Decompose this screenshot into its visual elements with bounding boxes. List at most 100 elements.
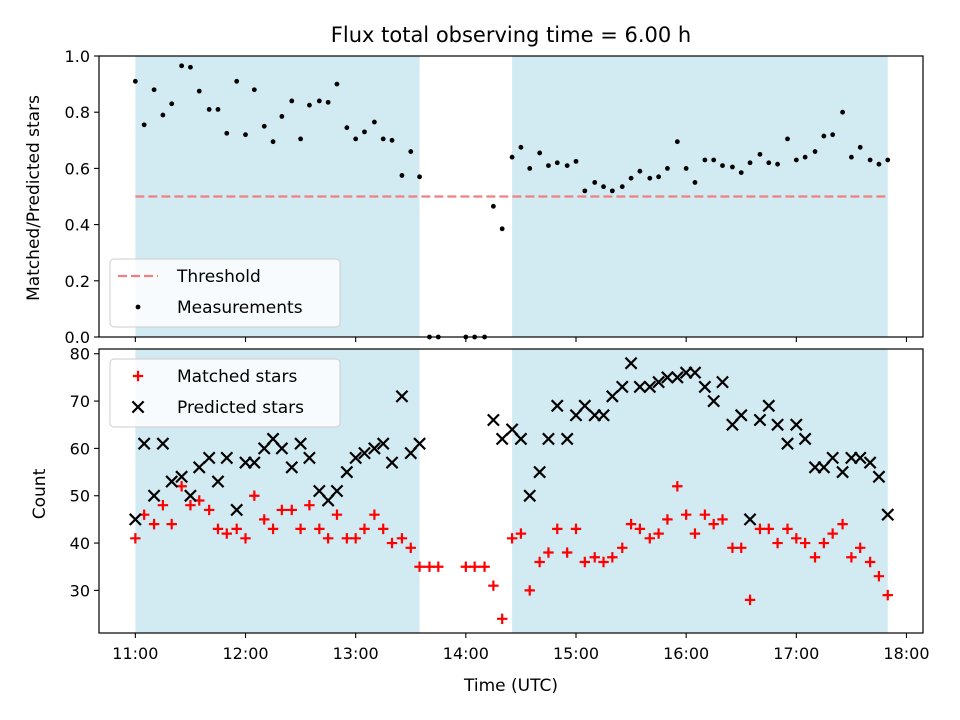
data-point — [203, 504, 215, 516]
data-point — [188, 64, 193, 70]
data-point — [734, 408, 748, 422]
data-point — [413, 437, 426, 451]
legend-entry: Measurements — [177, 298, 303, 318]
data-point — [488, 580, 499, 591]
data-point — [821, 133, 827, 139]
data-point — [633, 380, 647, 394]
data-point — [192, 460, 206, 474]
x-tick-label: 12:00 — [222, 644, 268, 663]
data-point — [652, 375, 665, 389]
data-point — [496, 613, 508, 624]
data-point — [231, 523, 242, 535]
y-tick-label: 1.0 — [65, 47, 90, 66]
data-point — [809, 552, 821, 563]
data-point — [523, 489, 537, 503]
data-point — [408, 149, 414, 154]
data-point — [279, 114, 285, 119]
data-point — [132, 78, 138, 84]
data-point — [537, 150, 543, 156]
data-point — [289, 98, 295, 104]
data-point — [579, 556, 591, 568]
data-point — [202, 451, 216, 465]
data-point — [836, 465, 849, 479]
data-point — [564, 163, 570, 168]
data-point — [368, 442, 381, 455]
data-point — [506, 533, 518, 544]
legend-swatch — [131, 400, 145, 414]
data-point — [240, 533, 251, 544]
data-point — [624, 356, 638, 370]
data-point — [688, 366, 702, 380]
data-point — [533, 465, 547, 479]
data-point — [818, 537, 830, 549]
data-point — [184, 489, 197, 503]
data-point — [634, 523, 646, 535]
data-point — [730, 164, 735, 170]
data-point — [340, 465, 354, 479]
legend-entry: Matched stars — [177, 367, 297, 387]
data-point — [295, 523, 306, 535]
data-point — [469, 561, 480, 572]
data-point — [708, 518, 719, 530]
data-point — [275, 442, 289, 455]
data-point — [867, 157, 873, 163]
y-tick-label: 70 — [70, 392, 90, 411]
x-tick-label: 11:00 — [112, 644, 158, 663]
data-point — [259, 514, 270, 525]
data-point — [798, 432, 812, 446]
data-point — [185, 500, 196, 511]
data-point — [270, 139, 276, 145]
data-point — [247, 456, 261, 469]
data-point — [128, 513, 142, 526]
data-point — [609, 188, 615, 194]
data-point — [782, 523, 793, 535]
ratio-panel: 0.0 0.2 0.4 0.6 0.8 1.0 Threshold Measurements — [65, 47, 924, 347]
data-point — [156, 437, 170, 451]
data-point — [661, 371, 674, 384]
data-point — [582, 188, 588, 194]
axes-frame — [98, 55, 924, 338]
data-point — [344, 125, 350, 131]
data-point — [196, 88, 202, 94]
data-point — [550, 399, 564, 413]
data-point — [261, 123, 267, 129]
data-point — [389, 137, 395, 143]
data-point — [285, 460, 299, 474]
data-point — [848, 154, 854, 160]
data-point — [855, 542, 866, 553]
data-point — [325, 99, 331, 105]
data-point — [358, 446, 371, 460]
data-point — [560, 432, 574, 446]
data-point — [495, 432, 509, 446]
data-point — [160, 112, 166, 118]
data-point — [165, 475, 179, 488]
data-point — [386, 537, 398, 549]
data-point — [514, 432, 528, 446]
data-point — [220, 451, 234, 465]
data-point — [570, 523, 582, 535]
data-point — [789, 418, 803, 432]
y-tick-label: 0.4 — [65, 216, 90, 235]
data-point — [424, 561, 435, 572]
data-point — [674, 139, 680, 145]
data-point — [753, 413, 767, 427]
data-point — [885, 157, 891, 163]
data-point — [762, 399, 776, 413]
data-point — [680, 509, 692, 520]
data-point — [781, 437, 794, 451]
data-point — [330, 484, 344, 498]
data-point — [376, 437, 390, 451]
data-point — [873, 571, 885, 582]
data-point — [863, 456, 877, 469]
y-tick-label: 0.8 — [65, 103, 90, 122]
x-tick-label: 15:00 — [553, 644, 599, 663]
data-point — [543, 547, 554, 558]
data-point — [148, 518, 160, 530]
data-point — [157, 500, 169, 511]
legend-box — [109, 358, 341, 428]
data-point — [378, 523, 389, 535]
data-point — [147, 489, 161, 503]
data-point — [802, 154, 808, 160]
data-point — [130, 533, 141, 544]
